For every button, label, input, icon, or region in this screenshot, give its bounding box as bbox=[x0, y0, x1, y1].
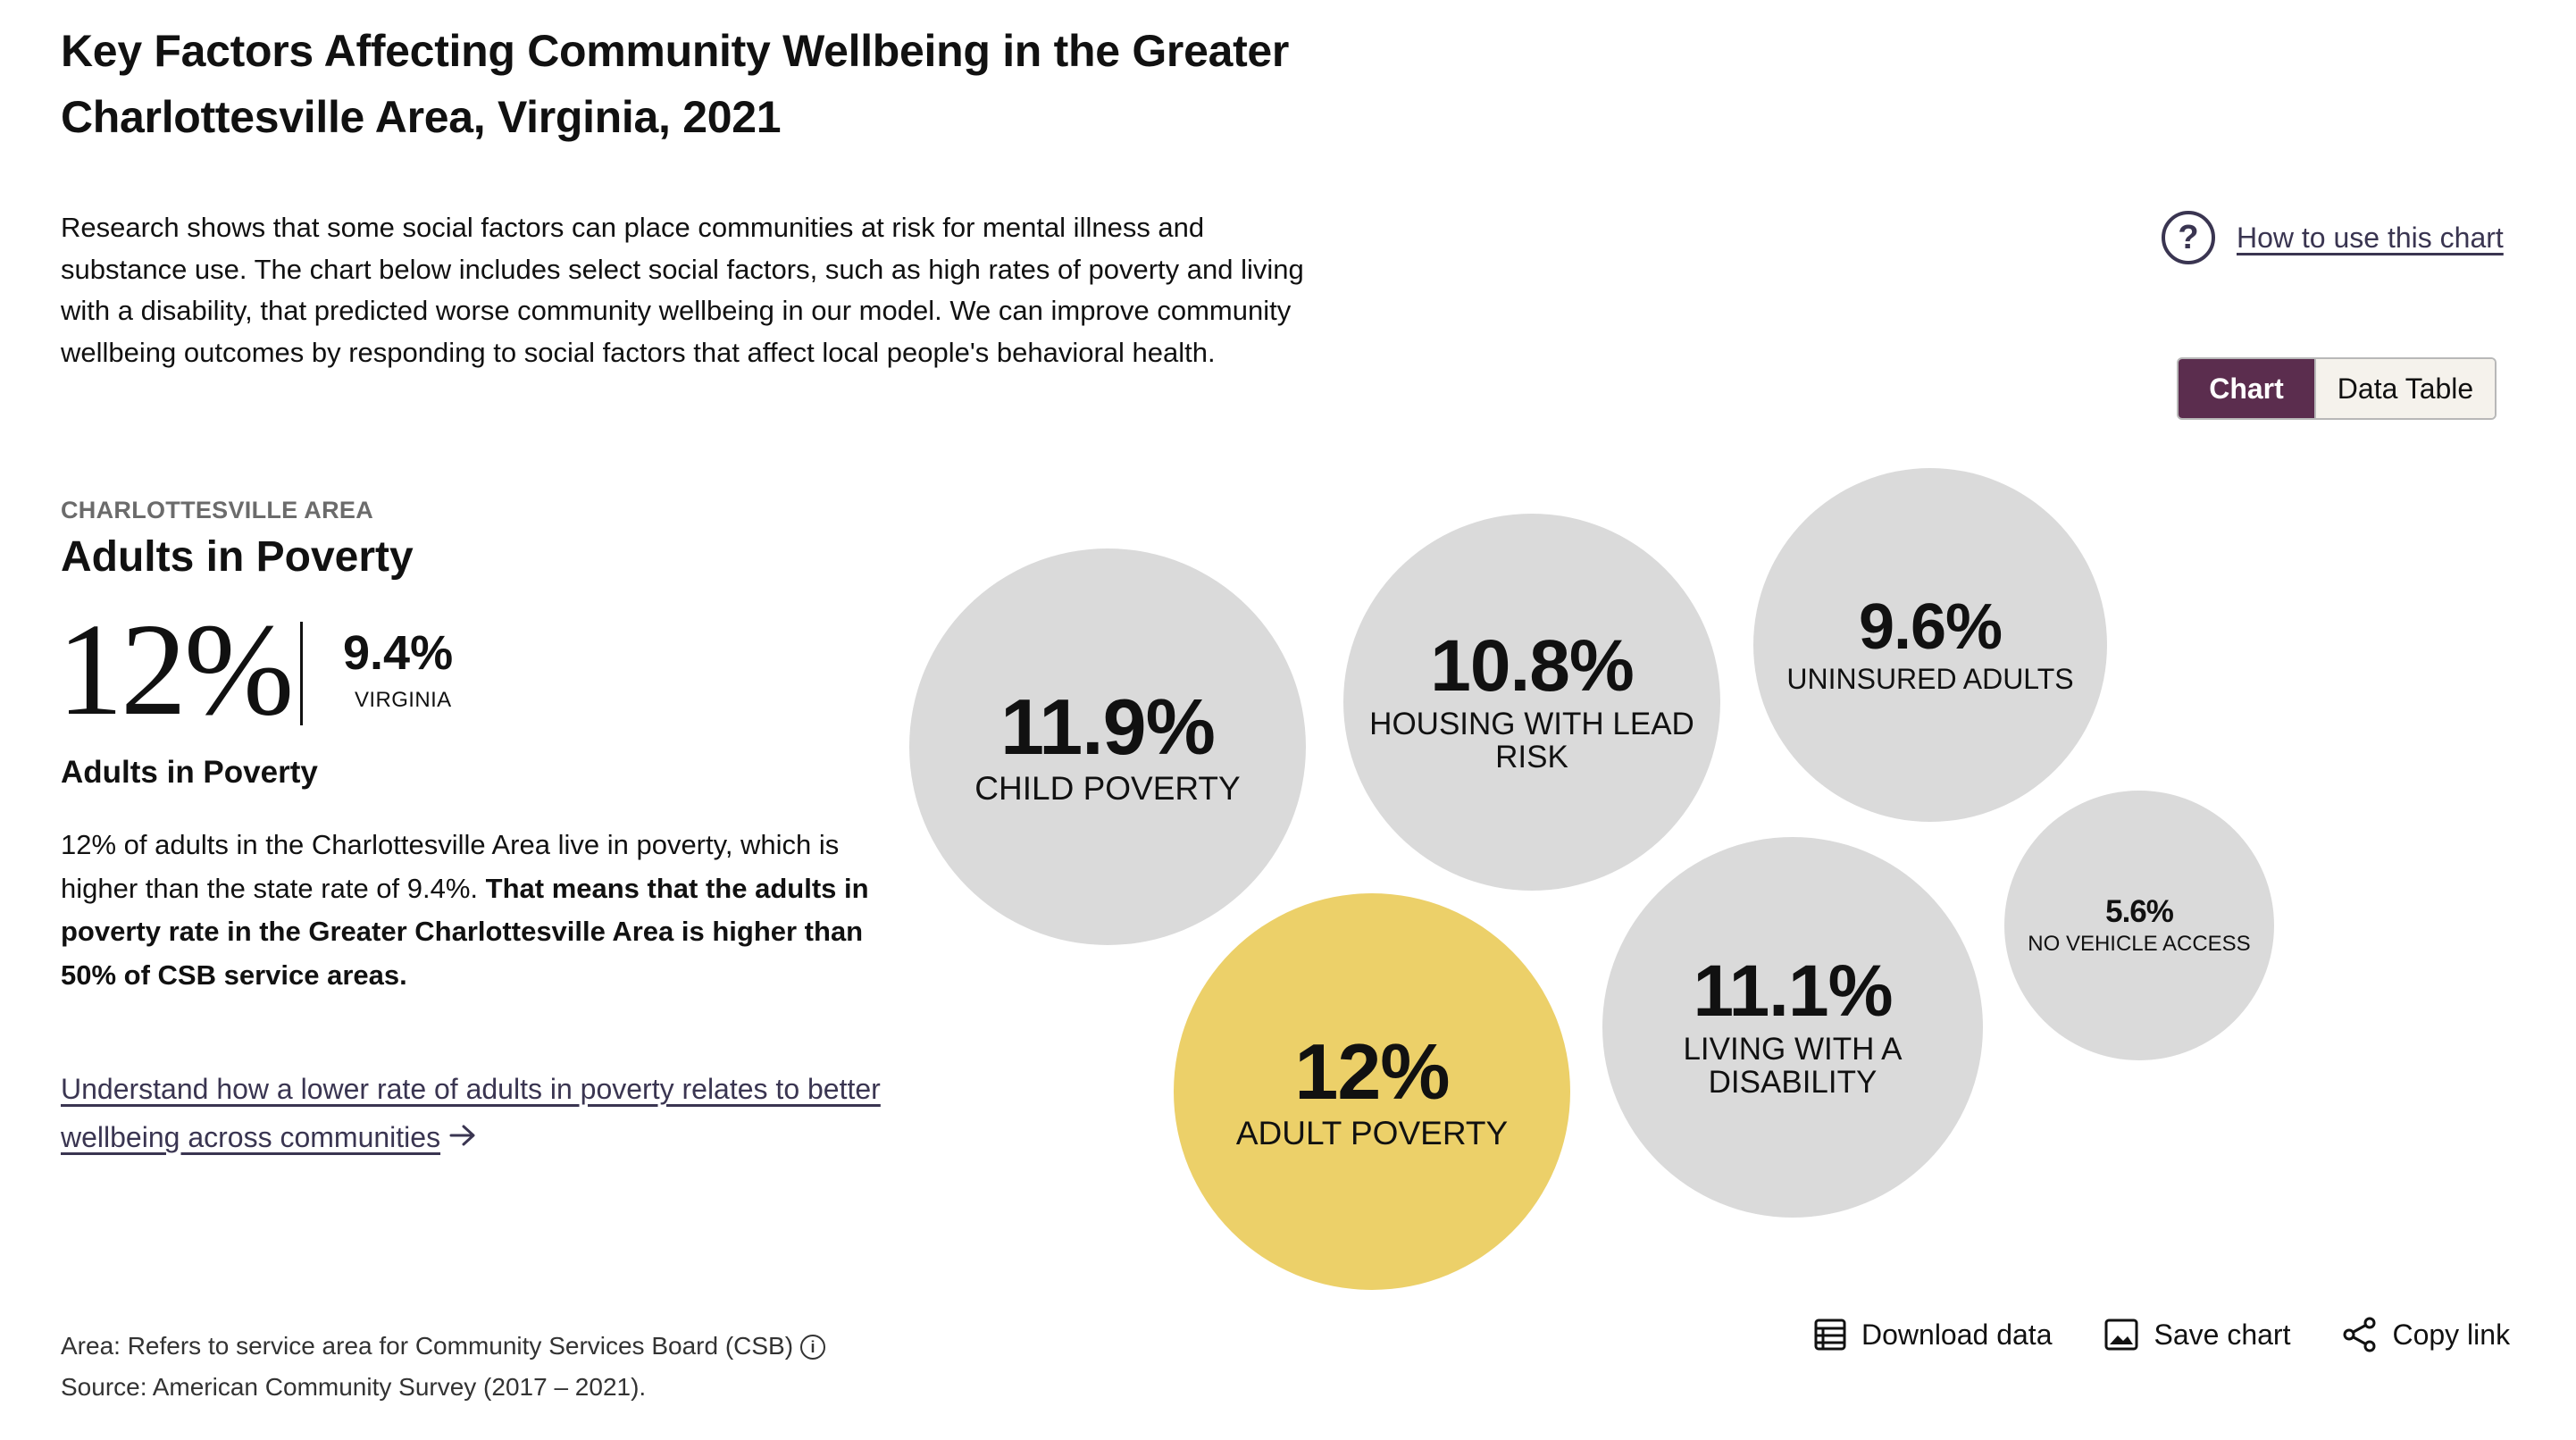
metric-description: 12% of adults in the Charlottesville Are… bbox=[61, 824, 882, 997]
area-note: Area: Refers to service area for Communi… bbox=[61, 1332, 794, 1360]
bubble-label: ADULT POVERTY bbox=[1235, 1114, 1509, 1151]
state-value: 9.4% bbox=[343, 626, 454, 680]
metric-title: Adults in Poverty bbox=[61, 533, 414, 581]
download-data-button[interactable]: Download data bbox=[1813, 1318, 2052, 1352]
table-icon bbox=[1813, 1318, 1847, 1352]
bubble-label: UNINSURED ADULTS bbox=[1786, 663, 2074, 696]
bubble-label: LIVING WITH A DISABILITY bbox=[1683, 1032, 1903, 1100]
share-icon bbox=[2342, 1317, 2378, 1352]
how-to-use-link[interactable]: ? How to use this chart bbox=[2162, 209, 2504, 266]
arrow-right-icon[interactable] bbox=[449, 1113, 476, 1161]
bubble-child-poverty[interactable]: 11.9% CHILD POVERTY bbox=[909, 548, 1306, 945]
bubble-housing-with-lead-risk[interactable]: 10.8% HOUSING WITH LEAD RISK bbox=[1343, 514, 1720, 891]
how-to-use-label[interactable]: How to use this chart bbox=[2237, 221, 2504, 254]
image-icon bbox=[2103, 1318, 2139, 1352]
bubble-value: 5.6% bbox=[2105, 893, 2174, 929]
bubble-label: HOUSING WITH LEAD RISK bbox=[1369, 707, 1694, 774]
area-label: CHARLOTTESVILLE AREA bbox=[61, 497, 373, 523]
metric-subtitle: Adults in Poverty bbox=[61, 755, 318, 790]
question-circle-icon[interactable]: ? bbox=[2162, 211, 2215, 264]
local-value: 12% bbox=[57, 597, 294, 743]
bubble-label: NO VEHICLE ACCESS bbox=[2028, 931, 2251, 956]
description-bold: That means that the adults in poverty ra… bbox=[61, 872, 869, 991]
save-chart-button[interactable]: Save chart bbox=[2103, 1318, 2290, 1352]
state-label: VIRGINIA bbox=[355, 688, 452, 712]
chart-view-button[interactable]: Chart bbox=[2179, 359, 2314, 418]
bubble-value: 11.1% bbox=[1693, 950, 1894, 1033]
intro-text: Research shows that some social factors … bbox=[61, 212, 1304, 368]
learn-more-link[interactable]: Understand how a lower rate of adults in… bbox=[61, 1073, 881, 1153]
bubble-value: 9.6% bbox=[1858, 591, 2003, 664]
copy-link-button[interactable]: Copy link bbox=[2342, 1317, 2510, 1352]
bubble-living-with-a-disability[interactable]: 11.1% LIVING WITH A DISABILITY bbox=[1602, 837, 1983, 1218]
download-data-label: Download data bbox=[1861, 1318, 2053, 1351]
view-toggle: Chart Data Table bbox=[2177, 357, 2497, 420]
description-plain: 12% of adults in the Charlottesville Are… bbox=[61, 829, 840, 904]
source-note: Source: American Community Survey (2017 … bbox=[61, 1373, 647, 1401]
footnote: Area: Refers to service area for Communi… bbox=[61, 1326, 826, 1408]
copy-link-label: Copy link bbox=[2392, 1318, 2511, 1351]
save-chart-label: Save chart bbox=[2154, 1318, 2291, 1351]
chart-actions: Download data Save chart Copy link bbox=[1813, 1317, 2510, 1352]
bubble-uninsured-adults[interactable]: 9.6% UNINSURED ADULTS bbox=[1753, 468, 2107, 822]
bubble-value: 12% bbox=[1294, 1026, 1450, 1116]
info-icon[interactable]: i bbox=[800, 1335, 826, 1360]
bubble-value: 10.8% bbox=[1430, 625, 1635, 707]
page-title: Key Factors Affecting Community Wellbein… bbox=[61, 26, 1290, 142]
value-divider bbox=[300, 622, 303, 725]
learn-more: Understand how a lower rate of adults in… bbox=[61, 1065, 882, 1161]
bubble-label: CHILD POVERTY bbox=[974, 769, 1241, 807]
bubble-no-vehicle-access[interactable]: 5.6% NO VEHICLE ACCESS bbox=[2004, 791, 2274, 1060]
bubble-adult-poverty[interactable]: 12% ADULT POVERTY bbox=[1174, 893, 1570, 1290]
bubble-value: 11.9% bbox=[1000, 682, 1216, 771]
data-table-view-button[interactable]: Data Table bbox=[2314, 359, 2495, 418]
